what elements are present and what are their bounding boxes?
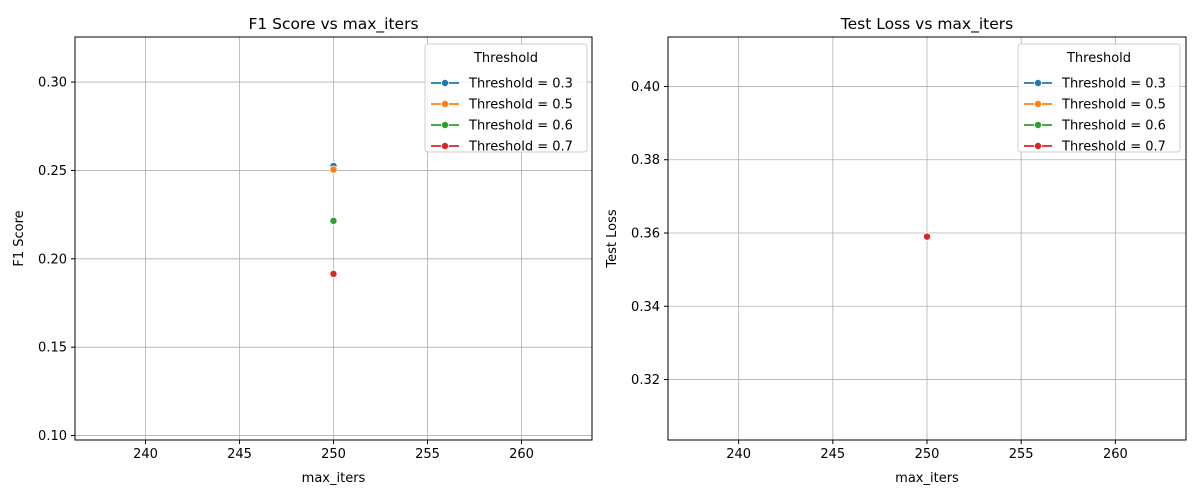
data-point [329, 165, 338, 174]
y-tick-label: 0.10 [38, 429, 67, 444]
y-tick-label: 0.40 [631, 80, 660, 95]
y-tick-label: 0.38 [631, 153, 660, 168]
y-tick-label: 0.15 [38, 341, 67, 356]
legend-label: Threshold = 0.5 [468, 98, 573, 113]
legend-marker [440, 121, 449, 130]
x-tick-label: 260 [1103, 447, 1128, 462]
y-tick-label: 0.25 [38, 164, 67, 179]
data-point [329, 216, 338, 225]
x-tick-label: 255 [1009, 447, 1034, 462]
y-tick-label: 0.36 [631, 227, 660, 242]
x-tick-label: 245 [820, 447, 845, 462]
x-tick-label: 250 [321, 447, 346, 462]
y-tick-label: 0.34 [631, 300, 660, 315]
x-axis-label: max_iters [895, 471, 959, 486]
legend-label: Threshold = 0.3 [1061, 77, 1166, 92]
legend-label: Threshold = 0.7 [1061, 140, 1166, 155]
legend-label: Threshold = 0.7 [468, 140, 573, 155]
chart-title: Test Loss vs max_iters [840, 15, 1013, 34]
x-tick-label: 245 [227, 447, 252, 462]
legend-marker [440, 141, 449, 150]
legend-box [424, 43, 588, 153]
legend-label: Threshold = 0.6 [468, 119, 573, 134]
y-tick-label: 0.30 [38, 76, 67, 91]
x-tick-label: 240 [133, 447, 158, 462]
legend-marker [1034, 121, 1043, 130]
y-tick-label: 0.32 [631, 373, 660, 388]
x-tick-label: 250 [915, 447, 940, 462]
legend-label: Threshold = 0.5 [1061, 98, 1166, 113]
legend-title: Threshold [473, 51, 538, 66]
y-axis-label: F1 Score [12, 210, 27, 266]
legend-box [1017, 43, 1181, 153]
data-point [329, 269, 338, 278]
legend-marker [440, 100, 449, 109]
chart-title: F1 Score vs max_iters [248, 15, 418, 34]
legend-marker [1034, 141, 1043, 150]
y-axis-label: Test Loss [605, 209, 620, 268]
legend-title: Threshold [1066, 51, 1131, 66]
x-axis-label: max_iters [302, 471, 366, 486]
x-tick-label: 255 [415, 447, 440, 462]
legend-marker [440, 79, 449, 88]
x-tick-label: 240 [726, 447, 751, 462]
legend-marker [1034, 100, 1043, 109]
legend-marker [1034, 79, 1043, 88]
data-point [923, 232, 932, 241]
x-tick-label: 260 [509, 447, 534, 462]
legend-label: Threshold = 0.6 [1061, 119, 1166, 134]
y-tick-label: 0.20 [38, 252, 67, 267]
legend-label: Threshold = 0.3 [468, 77, 573, 92]
